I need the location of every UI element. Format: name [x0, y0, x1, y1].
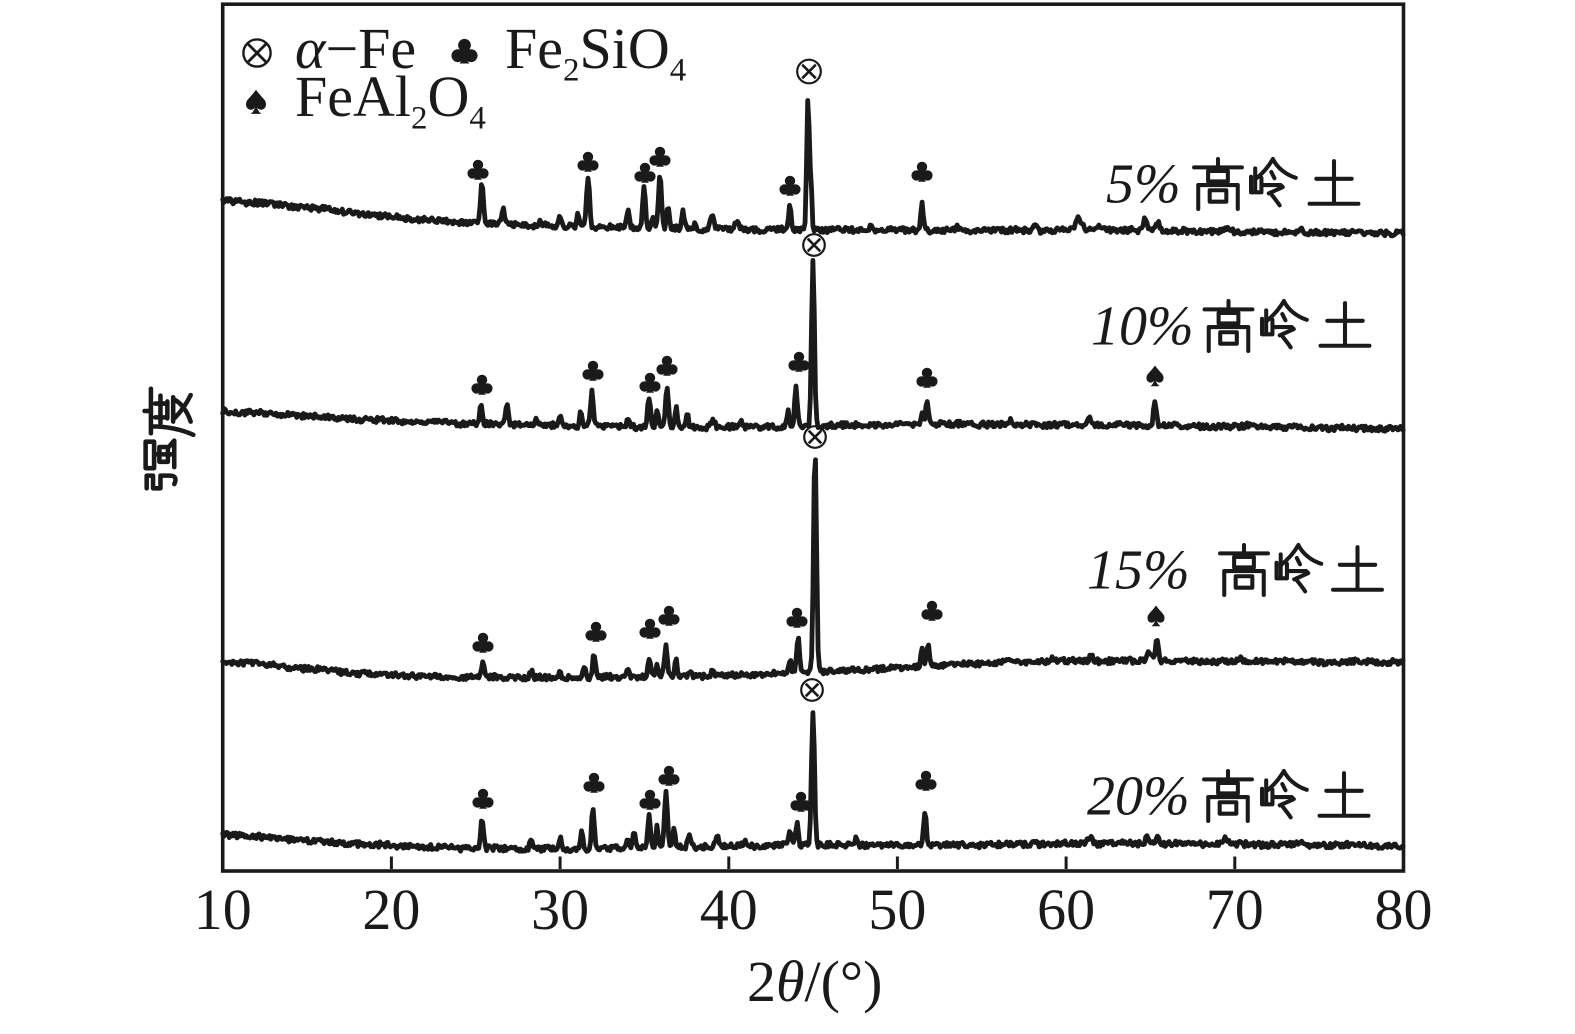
- svg-text:5%: 5%: [1106, 154, 1181, 216]
- svg-text:2θ/(°): 2θ/(°): [747, 949, 882, 1014]
- svg-text:10: 10: [194, 877, 252, 942]
- svg-text:80: 80: [1375, 877, 1433, 942]
- svg-text:50: 50: [868, 877, 926, 942]
- svg-text:40: 40: [700, 877, 758, 942]
- svg-text:α−Fe: α−Fe: [295, 16, 416, 81]
- svg-text:60: 60: [1037, 877, 1095, 942]
- svg-text:Fe2SiO4: Fe2SiO4: [505, 16, 686, 89]
- svg-text:15%: 15%: [1087, 540, 1190, 602]
- svg-text:70: 70: [1206, 877, 1264, 942]
- svg-text:FeAl2O4: FeAl2O4: [295, 64, 486, 137]
- svg-text:10%: 10%: [1091, 296, 1194, 358]
- svg-text:20: 20: [362, 877, 420, 942]
- svg-text:30: 30: [531, 877, 589, 942]
- svg-text:20%: 20%: [1087, 766, 1190, 828]
